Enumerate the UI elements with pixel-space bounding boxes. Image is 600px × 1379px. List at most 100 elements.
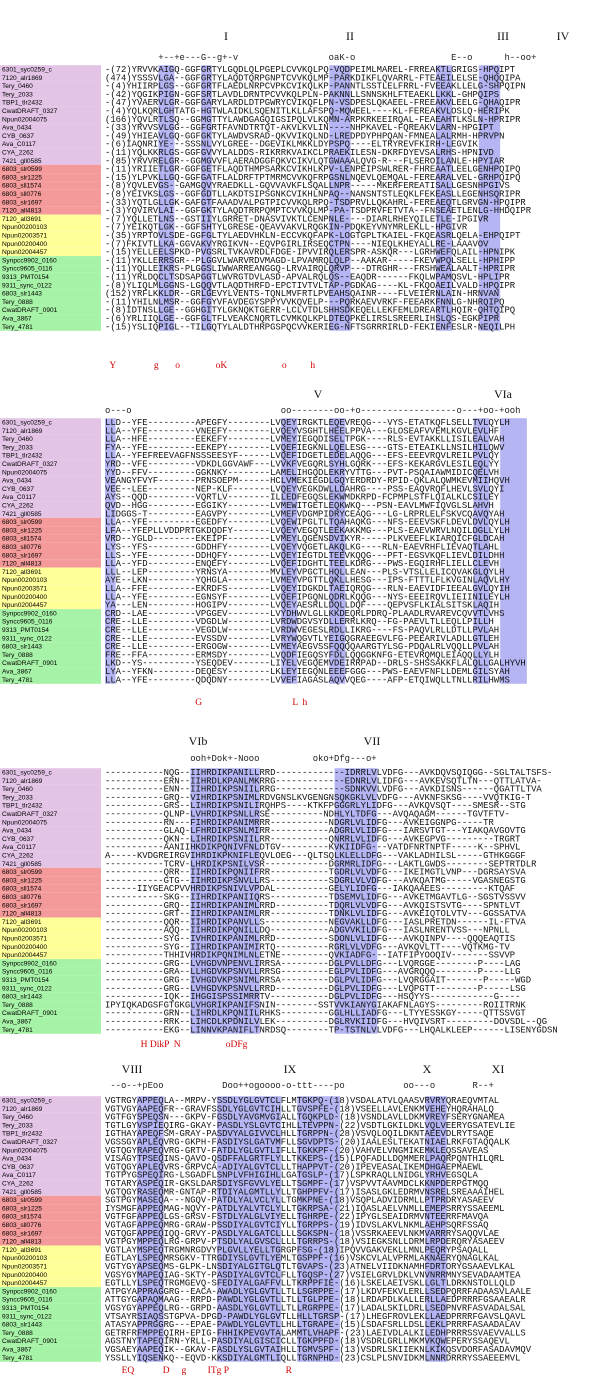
- sequence-name: 9311_sync_0122: [2, 1313, 52, 1320]
- sequence: (152)YRFLKKLDR--GRLGEVYLVENTS-TQNLMVFRTL…: [105, 289, 499, 299]
- sequence: LYS--YFS---------GDDHFY--------LVQEYVQGE…: [105, 543, 499, 553]
- sequence-name: Ava_3867: [2, 1019, 32, 1026]
- alignment-block: VIII IX X XI --o--+pEoo Doo++ogoooo-o-ttt--…: [0, 1062, 532, 1376]
- sequence-name: Tery_2033: [2, 794, 33, 801]
- sequence-name: 7120_all3691: [2, 569, 42, 576]
- conserved-column: [436, 65, 453, 331]
- sequence-name: CYA_2262: [2, 1181, 34, 1188]
- name-background: [0, 526, 101, 535]
- name-background: [0, 1287, 101, 1296]
- name-background: [0, 451, 101, 460]
- sequence: VISAGYTPSEQINS-QAVO-QSDFFALGRTFLYLLTKKEP…: [105, 1154, 504, 1164]
- sequence-name: Synpcc9902_0160: [2, 257, 57, 264]
- sequence: -(15)YSLIQPIGL--TILGQTYLALDTHRPGSPQCVVKE…: [105, 322, 515, 332]
- sequence-name: CwatDRAFT_0327: [2, 811, 58, 818]
- sequence: LLA--YFE---------QDQDNY--------LVVEFIAGA…: [105, 675, 510, 685]
- sequence: CRE--LLE---------EVSSDV--------LVRYWQGVT…: [105, 634, 499, 644]
- name-background: [0, 1025, 101, 1034]
- alignment-block: I II III IV +--+e---G--g+-v oaK-o E--o h--o…: [0, 29, 570, 371]
- name-background: [0, 959, 101, 968]
- sequence-name: 7120_all3691: [2, 216, 42, 223]
- sequence: YYD--FFV---------GGKNKY--------LAMELIHGQ…: [105, 468, 499, 478]
- name-background: [0, 950, 101, 960]
- name-background: [0, 289, 101, 298]
- sequence-name: 7120_alr1869: [2, 1106, 43, 1113]
- name-background: [0, 198, 101, 207]
- sequence: LLA--YFEFREEVAGFNSSSEESYF------LVQEFIDGE…: [105, 451, 500, 461]
- sequence: -(7)FKIVTLLKA-GGVAKVYRGIKVN--EQVPGIRLIRS…: [105, 239, 489, 249]
- name-background: [0, 1112, 101, 1122]
- sequence: LLA--YFD---------ENQEFY--------LVQEFIDGH…: [105, 559, 499, 569]
- sequence: -----------ERN--IIHRDLKPANLMKRRG--------…: [105, 776, 542, 786]
- name-background: [0, 1179, 101, 1188]
- name-background: [0, 859, 101, 868]
- sequence: -----------SYG--IVHRDIKPANIMLRRD--------…: [105, 934, 515, 944]
- name-background: [0, 1195, 101, 1205]
- sequence: CRD--LAE---------VPGGEV--------LVYDHWVLG…: [105, 609, 504, 619]
- conserved-column: [137, 1096, 164, 1362]
- sequence-name: Npun02003571: [2, 1264, 47, 1271]
- sequence: -----------AANIIHKDIKPQNIVFNLDTGV-------…: [105, 843, 520, 853]
- sequence: -(47)YVAERVLGR-GGFGARYLARDLDTPGWRYCVIKQF…: [105, 98, 521, 108]
- name-background: [0, 256, 101, 265]
- sequence: VGTRGYAPPEQLA--MRPV-YSSDLYGLGVTCLFLMTGKP…: [105, 1096, 499, 1106]
- name-background: [0, 784, 101, 794]
- name-background: [0, 231, 101, 240]
- sequence-name: Tery_0888: [2, 652, 33, 659]
- sequence: YSSLLYIQSENKQ--EQVD-KKSDIYALGMTLIQLLTGRN…: [105, 1353, 520, 1363]
- motif-key: Y g o oK o h: [105, 361, 315, 371]
- name-background: [0, 1237, 101, 1246]
- conserved-column: [478, 65, 501, 331]
- name-background: [0, 625, 101, 634]
- sequence-name: 6803_sll0776: [2, 894, 42, 901]
- sequence: -----------GRQ--IIHRDIKPANIMLRRD--------…: [105, 901, 520, 911]
- name-background: [0, 942, 101, 951]
- name-background: [0, 272, 101, 281]
- conserved-column: [473, 418, 490, 684]
- sequence: -----------GRQ--VIHRDIKPSNIMLRDVGNSLKVGE…: [105, 793, 531, 803]
- sequence: -----------GRG--LVHGDVNPENVLIRRSA-------…: [105, 959, 520, 969]
- sequence: LLA--YFE---------VNEEFY--------LVQEYVSGH…: [105, 426, 499, 436]
- sequence: ATPGYAPPRAGGRG--EACA-AWADLYGLGVTLLTLLSGR…: [105, 1287, 531, 1297]
- name-background: [0, 542, 101, 551]
- sequence-name: TBP1_tlr2432: [2, 1131, 43, 1138]
- sequence-name: 7421_gll0585: [2, 158, 42, 165]
- consensus-line: +--+e---G--g+-v oaK-o E--o h--oo+: [105, 53, 536, 63]
- sequence-name: Ava_C0117: [2, 1172, 36, 1179]
- alignment-block: V VIa o---o oo--------oo-+o---------------…: [0, 387, 527, 708]
- name-background: [0, 1104, 101, 1113]
- sequence-name: CwatDRAFT_0327: [2, 1139, 58, 1146]
- name-background: [0, 509, 101, 518]
- sequence: -----------GRN--LIHRDLKPQNIILRHKS-------…: [105, 1009, 526, 1019]
- sequence: VTSAYRSIAQSSTGPVA-DPGD-PAWDLYGLGVTLLHLLT…: [105, 1312, 526, 1322]
- motif-key: EQ D g ITg P R: [105, 1366, 293, 1376]
- sequence: -(6)IAQNRIYE---SSSNLVYLGREE--DGEVIKLMKKL…: [105, 140, 478, 150]
- sequence-name: Npun00200103: [2, 577, 47, 584]
- sequence: FYA--YFE---------EEKEPY--------LVQEFIEGK…: [105, 443, 505, 453]
- name-background: [0, 1162, 101, 1171]
- name-background: [0, 314, 101, 323]
- name-background: [0, 867, 101, 877]
- sequence-name: 6803_slr1443: [2, 644, 42, 651]
- name-background: [0, 418, 101, 427]
- sequence-name: 6803_sll1574: [2, 536, 42, 543]
- name-background: [0, 667, 101, 676]
- name-background: [0, 892, 101, 901]
- sequence: VGTPGYMPPEQLRG-GRPV-PTSDLYALGVSCLLLLTGRR…: [105, 1237, 505, 1247]
- name-background: [0, 1345, 101, 1354]
- sequence-name: CYB_0637: [2, 836, 34, 843]
- sequence: -----------EKG--LINNVKPANIFLTNRDSQ------…: [105, 1025, 558, 1035]
- sequence: VGTVGYAAPEQFR--GRAVFSSDLYGLGVTCIHLLTGVSP…: [105, 1104, 494, 1114]
- motif-label: VIb: [189, 734, 208, 748]
- motif-label: VII: [364, 734, 381, 748]
- sequence: -(6)YRLIIQLGE--GGFGLTFLVEAKCNQRTLCVMKQLK…: [105, 314, 500, 324]
- name-background: [0, 901, 101, 910]
- sequence: -----------AQQ--IIHRDIKPQNILLDQ---------…: [105, 926, 510, 936]
- sequence: -(11)YRLDQCLTSDSAPGGTLWVRGTDVLASD-APVALR…: [105, 273, 510, 283]
- sequence: -(15)YLPVKLLGQ-GGFGATFLALDRFTPTMRMCVVKQF…: [105, 173, 520, 183]
- name-background: [0, 584, 101, 593]
- name-background: [0, 1320, 101, 1329]
- name-background: [0, 517, 101, 527]
- name-background: [0, 1312, 101, 1321]
- sequence: LLS--YFE---------DDHQFY--------LVQEYIEGT…: [105, 551, 504, 561]
